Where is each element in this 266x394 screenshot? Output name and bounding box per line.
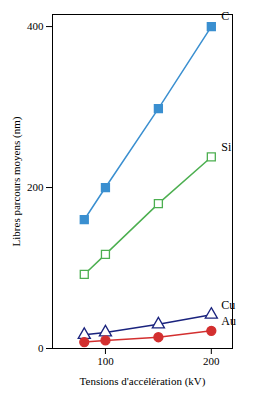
svg-text:Libres parcours moyens (nm): Libres parcours moyens (nm): [10, 116, 23, 246]
svg-text:Cu: Cu: [221, 298, 235, 312]
svg-text:200: 200: [203, 355, 220, 367]
svg-text:200: 200: [27, 181, 44, 193]
svg-text:Si: Si: [221, 140, 232, 154]
svg-text:Tensions d'accélération (kV): Tensions d'accélération (kV): [80, 375, 206, 388]
svg-text:400: 400: [27, 20, 44, 32]
svg-text:C: C: [221, 9, 229, 23]
svg-text:Au: Au: [221, 314, 236, 328]
svg-text:0: 0: [38, 342, 44, 354]
svg-text:100: 100: [97, 355, 114, 367]
